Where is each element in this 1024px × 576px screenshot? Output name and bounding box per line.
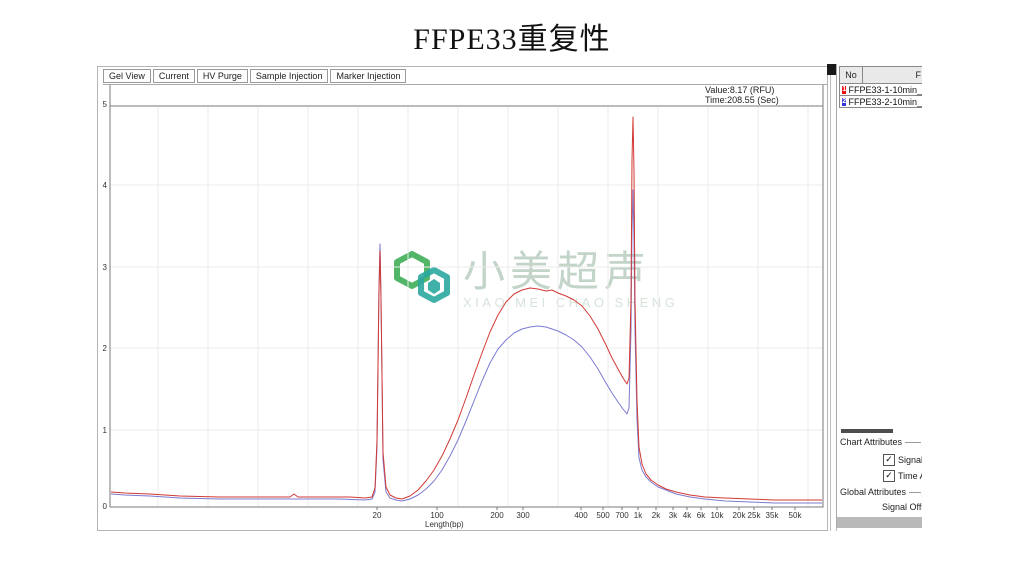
sample-table: No F 1 FFPE33-1-10min_ 2 FFPE33-2-10min_ (839, 66, 922, 108)
tab-gel-view[interactable]: Gel View (103, 69, 151, 83)
column-header-filename: F (915, 70, 922, 80)
x-tick-label: 400 (574, 511, 588, 520)
chart-panel (97, 66, 828, 531)
watermark-en: XIAO MEI CHAO SHENG (463, 295, 679, 310)
x-tick-label: 20 (373, 511, 382, 520)
series-color-swatch: 1 (842, 85, 847, 94)
table-row[interactable]: 1 FFPE33-1-10min_ (839, 84, 922, 96)
tab-marker-injection[interactable]: Marker Injection (330, 69, 407, 83)
tab-current[interactable]: Current (152, 69, 195, 83)
x-tick-label: 25k (748, 511, 762, 520)
chart-attributes-label: Chart Attributes (840, 437, 903, 447)
readout-value: Value:8.17 (RFU) (705, 85, 775, 95)
y-tick-label: 0 (103, 502, 108, 511)
readout-time: Time:208.55 (Sec) (705, 95, 779, 105)
x-axis-title: Length(bp) (425, 520, 464, 529)
y-tick-label: 3 (103, 263, 108, 272)
x-tick-label: 35k (766, 511, 780, 520)
x-tick-label: 500 (596, 511, 610, 520)
x-tick-label: 50k (789, 511, 803, 520)
sample-name: FFPE33-2-10min_ (848, 96, 922, 107)
group-rule (905, 442, 921, 443)
signal-align-label: Signal A (898, 455, 922, 465)
watermark: 小美超声 XIAO MEI CHAO SHENG (391, 250, 678, 314)
sample-name: FFPE33-1-10min_ (848, 84, 922, 95)
signal-align-row: ✓ Signal A (883, 454, 922, 466)
watermark-logo-icon (394, 251, 450, 303)
tab-sample-injection[interactable]: Sample Injection (249, 69, 329, 83)
x-tick-label: 700 (615, 511, 629, 520)
attributes-panel: No F 1 FFPE33-1-10min_ 2 FFPE33-2-10min_… (836, 64, 922, 528)
watermark-cn: 小美超声 (463, 248, 652, 295)
signal-align-checkbox[interactable]: ✓ (883, 454, 895, 466)
x-tick-label: 2k (652, 511, 661, 520)
watermark-text: 小美超声 XIAO MEI CHAO SHENG (463, 248, 679, 311)
table-row[interactable]: 2 FFPE33-2-10min_ (839, 96, 922, 108)
y-tick-label: 1 (103, 426, 108, 435)
list-bottom-bar (841, 429, 893, 433)
time-align-row: ✓ Time Ali (883, 470, 922, 482)
tab-bar: Gel View Current HV Purge Sample Injecti… (103, 69, 828, 85)
x-tick-label: 10k (711, 511, 725, 520)
sample-table-header: No F (839, 66, 922, 84)
x-tick-label: 6k (697, 511, 706, 520)
splitter-handle-icon[interactable] (827, 64, 836, 75)
global-attributes-label: Global Attributes (840, 487, 907, 497)
chart-attributes-group: Chart Attributes (840, 437, 921, 447)
x-tick-label: 1k (634, 511, 643, 520)
global-attributes-group: Global Attributes (840, 487, 921, 497)
trace-FFPE33-1-10min (110, 116, 822, 501)
x-tick-label: 3k (669, 511, 678, 520)
plot-border (109, 105, 824, 508)
page-title: FFPE33重复性 (413, 23, 611, 56)
y-tick-label: 2 (103, 344, 108, 353)
x-tick-label: 4k (683, 511, 692, 520)
y-tick-label: 4 (103, 181, 108, 190)
x-tick-label: 20k (733, 511, 747, 520)
x-tick-label: 300 (516, 511, 530, 520)
tab-hv-purge[interactable]: HV Purge (196, 69, 248, 83)
y-tick-label: 5 (103, 100, 108, 109)
x-tick-label: 100 (430, 511, 444, 520)
x-tick-label: 200 (490, 511, 504, 520)
trace-FFPE33-2-10min (110, 189, 822, 504)
time-align-checkbox[interactable]: ✓ (883, 470, 895, 482)
series-color-swatch: 2 (842, 97, 847, 106)
signal-offset-label: Signal Offse (882, 502, 922, 512)
panel-scrollbar[interactable] (837, 517, 922, 528)
time-align-label: Time Ali (898, 471, 922, 481)
group-rule (909, 492, 921, 493)
column-header-no: No (840, 67, 863, 83)
cursor-readout: Value:8.17 (RFU) Time:208.55 (Sec) (705, 85, 825, 105)
